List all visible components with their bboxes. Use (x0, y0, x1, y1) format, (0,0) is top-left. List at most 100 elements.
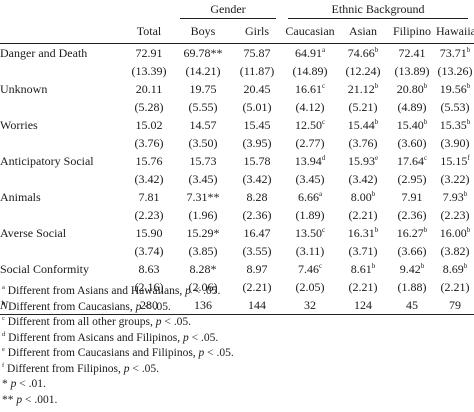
sd-cell: (1.96) (188, 208, 218, 222)
table-notes: a Different from Asians and Hawaiians, p… (0, 284, 474, 408)
mean-value: 73.71 (439, 46, 467, 60)
footnote-p-symbol: p (155, 316, 162, 328)
sd-cell: (4.89) (397, 100, 427, 114)
sd-cell: (3.55) (242, 244, 272, 258)
mean-cell: 73.71b (436, 44, 474, 63)
row-label: Social Conformity (0, 262, 89, 276)
significance-superscript: b (463, 262, 468, 270)
significance-superscript: b (463, 190, 468, 198)
footnote-p-symbol: p (10, 378, 17, 390)
mean-cell: 19.75 (174, 80, 232, 98)
footnote-text: Different from Asicans and Filipinos, (8, 331, 183, 344)
mean-cell: 12.50c (282, 116, 338, 134)
column-header-label (0, 19, 124, 44)
table-row-sd: (13.39) (14.21) (11.87) (14.89) (12.24) (13.8… (0, 62, 474, 80)
column-header-total: Total (124, 19, 174, 44)
n-label: N (0, 296, 124, 315)
sd-cell: (3.76) (348, 136, 378, 150)
mean-value: 15.93 (347, 154, 375, 168)
mean-cell: 72.41 (388, 44, 436, 63)
mean-value: 6.66 (297, 190, 319, 204)
sd-cell: (14.21) (185, 64, 221, 78)
sd-cell: (2.21) (440, 280, 470, 294)
mean-cell: 14.57 (174, 116, 232, 134)
sd-cell: (2.21) (348, 280, 378, 294)
mean-cell: 17.64c (388, 152, 436, 170)
group-header-ethnic: Ethnic Background (282, 0, 474, 19)
footnote-mark: d (2, 330, 6, 338)
sd-cell: (3.45) (295, 172, 325, 186)
significance-superscript: b (374, 82, 379, 90)
mean-cell: 8.97 (232, 260, 282, 278)
sd-cell: (3.42) (242, 172, 272, 186)
row-label-blank (0, 62, 124, 80)
footnote-p-symbol: p (123, 362, 130, 375)
mean-cell: 9.42b (388, 260, 436, 278)
mean-value: 21.12 (347, 82, 375, 96)
mean-cell: 15.40b (388, 116, 436, 134)
mean-value: 20.45 (243, 82, 271, 96)
sd-cell: (2.21) (348, 208, 378, 222)
table-row-sd: (3.74) (3.85) (3.55) (3.11) (3.71) (3.66) (3.8… (0, 242, 474, 260)
sd-cell: (2.05) (295, 280, 325, 294)
group-header-gender: Gender (174, 0, 282, 19)
mean-cell: 15.35b (436, 116, 474, 134)
mean-cell: 15.29* (174, 224, 232, 242)
n-cell: 280 (124, 296, 174, 315)
footnote-mark: a (2, 284, 5, 291)
sd-cell: (3.45) (188, 172, 218, 186)
significance-superscript: b (466, 226, 471, 234)
sd-cell: (2.23) (440, 208, 470, 222)
row-label: Animals (0, 190, 41, 204)
sd-cell: (2.95) (397, 172, 427, 186)
mean-cell: 74.66b (338, 44, 388, 63)
significance-superscript: b (466, 118, 471, 126)
footnote-threshold: < .05. (204, 347, 234, 359)
mean-cell: 15.93e (338, 152, 388, 170)
mean-value: 8.97 (246, 262, 268, 276)
footnote-mark: f (2, 361, 5, 369)
table-row-sd: (3.76) (3.50) (3.95) (2.77) (3.76) (3.60) (3.9… (0, 134, 474, 152)
column-header-filipino: Filipino (388, 19, 437, 44)
significance-superscript: b (466, 82, 471, 90)
mean-value: 72.41 (398, 46, 426, 60)
column-header-boys: Boys (174, 19, 232, 44)
mean-value: 13.94 (294, 154, 322, 168)
mean-cell: 13.94d (282, 152, 338, 170)
footnote: * p < .01. (0, 377, 474, 393)
mean-value: 7.93 (442, 190, 464, 204)
sd-cell: (2.16) (134, 280, 164, 294)
significance-superscript: b (371, 262, 376, 270)
mean-cell: 8.69b (436, 260, 474, 278)
footnote: f Different from Filipinos, p < .05. (0, 362, 474, 378)
mean-value: 16.31 (347, 226, 375, 240)
footnote: b Different from Caucasians, p < .05. (0, 300, 474, 316)
sd-cell: (5.55) (188, 100, 218, 114)
significance-superscript: b (423, 82, 428, 90)
footnote-threshold: < .05. (190, 285, 221, 297)
mean-value: 15.40 (396, 118, 424, 132)
table-body: Danger and Death 72.91 69.78** 75.87 64.91a 7… (0, 44, 474, 315)
significance-superscript: c (321, 118, 326, 126)
mean-value: 16.47 (243, 226, 271, 240)
mean-value: 72.91 (135, 46, 163, 60)
mean-cell: 16.27b (388, 224, 436, 242)
sd-cell: (5.28) (134, 100, 164, 114)
footnote-mark: e (2, 346, 5, 353)
significance-superscript: c (321, 226, 326, 234)
mean-value: 15.45 (243, 118, 271, 132)
mean-value: 64.91 (294, 46, 322, 60)
mean-cell: 7.81 (124, 188, 174, 206)
table-row-n: N 280 136 144 32 124 45 79 (0, 296, 474, 315)
significance-superscript: b (423, 118, 428, 126)
sd-cell: (2.23) (134, 208, 164, 222)
mean-cell: 20.80b (388, 80, 436, 98)
column-header-girls: Girls (232, 19, 283, 44)
mean-value: 8.63 (138, 262, 160, 276)
mean-cell: 75.87 (232, 44, 282, 63)
sd-cell: (14.89) (292, 64, 328, 78)
significance-superscript: f (467, 154, 470, 162)
significance-superscript: a (318, 190, 323, 198)
mean-value: 14.57 (189, 118, 217, 132)
footnote: a Different from Asians and Hawaiians, p… (0, 284, 474, 300)
